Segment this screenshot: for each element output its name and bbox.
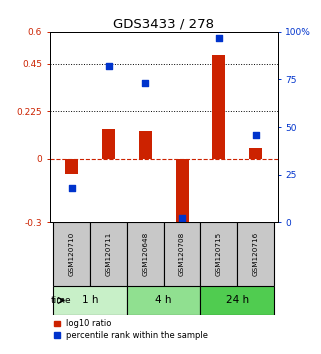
Text: 1 h: 1 h bbox=[82, 296, 99, 306]
Point bbox=[216, 35, 221, 40]
Bar bbox=[127, 286, 201, 315]
Bar bbox=[249, 148, 262, 159]
Bar bbox=[201, 222, 237, 286]
Text: GSM120710: GSM120710 bbox=[69, 232, 75, 276]
Text: 24 h: 24 h bbox=[226, 296, 249, 306]
Bar bbox=[127, 222, 164, 286]
Text: GSM120708: GSM120708 bbox=[179, 232, 185, 276]
Point bbox=[106, 63, 111, 69]
Bar bbox=[139, 131, 152, 159]
Text: GSM120716: GSM120716 bbox=[253, 232, 259, 276]
Bar bbox=[53, 222, 90, 286]
Text: GSM120715: GSM120715 bbox=[216, 232, 222, 276]
Bar bbox=[237, 222, 274, 286]
Bar bbox=[176, 159, 188, 227]
Point bbox=[69, 185, 74, 191]
Bar bbox=[201, 286, 274, 315]
Point bbox=[143, 80, 148, 86]
Bar bbox=[90, 222, 127, 286]
Text: GSM120648: GSM120648 bbox=[142, 232, 148, 276]
Text: time: time bbox=[50, 296, 71, 305]
Title: GDS3433 / 278: GDS3433 / 278 bbox=[113, 18, 214, 31]
Bar bbox=[213, 55, 225, 159]
Bar bbox=[53, 286, 127, 315]
Text: 4 h: 4 h bbox=[155, 296, 172, 306]
Legend: log10 ratio, percentile rank within the sample: log10 ratio, percentile rank within the … bbox=[54, 319, 208, 340]
Text: GSM120711: GSM120711 bbox=[106, 232, 112, 276]
Point bbox=[253, 132, 258, 137]
Bar bbox=[102, 129, 115, 159]
Bar bbox=[164, 222, 201, 286]
Bar bbox=[65, 159, 78, 173]
Point bbox=[179, 216, 185, 221]
